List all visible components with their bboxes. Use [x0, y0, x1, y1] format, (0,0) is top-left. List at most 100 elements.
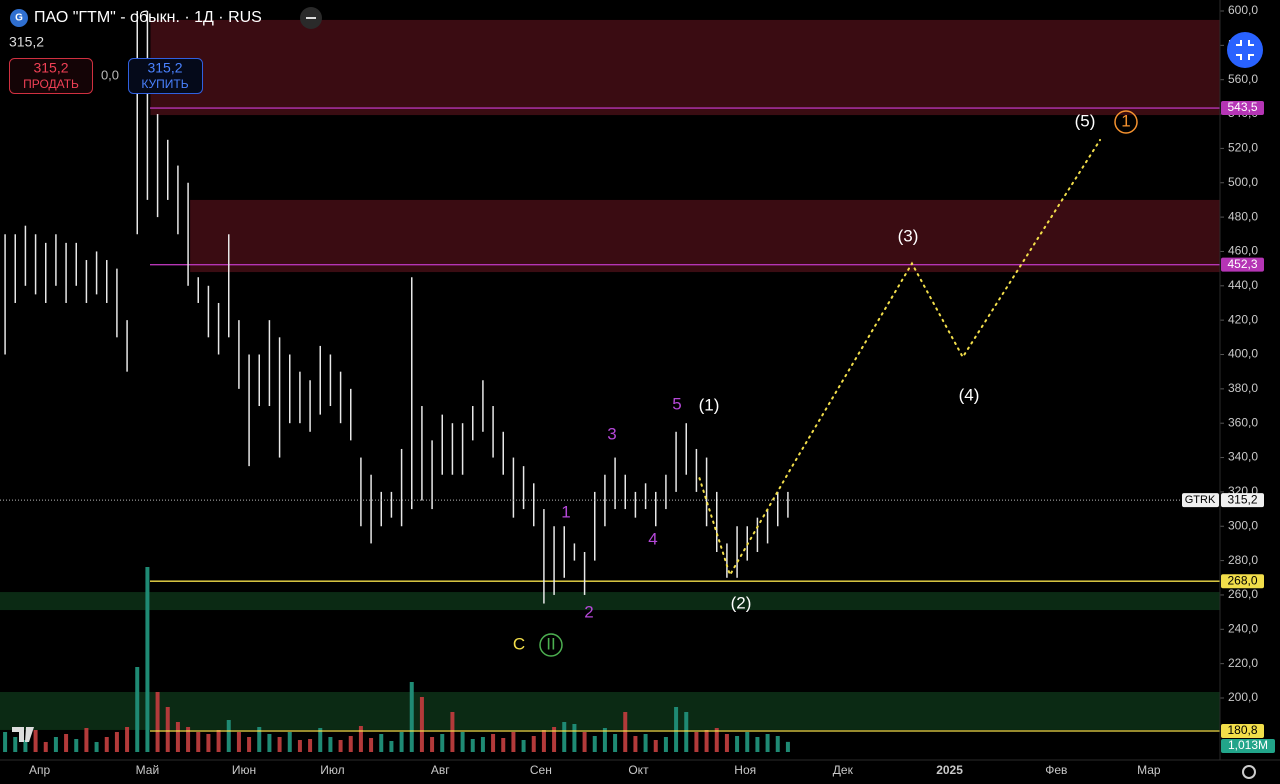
- volume-bar: [369, 738, 374, 752]
- volume-bar: [236, 732, 241, 752]
- volume-bar: [409, 682, 414, 752]
- x-tick-label: Дек: [833, 763, 854, 777]
- x-tick-label: Май: [136, 763, 160, 777]
- volume-bar: [694, 732, 699, 752]
- volume-bar: [552, 727, 557, 752]
- wave-label: (4): [959, 385, 980, 404]
- settings-icon[interactable]: [1242, 765, 1256, 779]
- volume-bar: [541, 730, 546, 752]
- y-tick-label: 480,0: [1228, 209, 1258, 223]
- volume-bar: [674, 707, 679, 752]
- fullscreen-button[interactable]: [1227, 32, 1263, 68]
- volume-bar: [267, 734, 272, 752]
- x-tick-label: Июн: [232, 763, 256, 777]
- volume-bar: [135, 667, 140, 752]
- y-tick-label: 600,0: [1228, 3, 1258, 17]
- volume-bar: [338, 740, 343, 752]
- volume-bar: [785, 741, 790, 752]
- volume-bar: [643, 734, 648, 752]
- buy-label: КУПИТЬ: [141, 77, 188, 91]
- wave-label: (3): [898, 226, 919, 245]
- volume-badge: [1221, 739, 1275, 753]
- volume-bar: [125, 727, 130, 752]
- volume-bar: [562, 722, 567, 752]
- zone: [150, 19, 1220, 116]
- price-badge-label: 268,0: [1227, 573, 1257, 587]
- wave-label: 5: [672, 394, 681, 413]
- volume-bar: [440, 734, 445, 752]
- projection-path: [698, 138, 1102, 578]
- ticker-label: GTRK: [1185, 494, 1216, 506]
- volume-bar: [23, 740, 28, 752]
- y-tick-label: 440,0: [1228, 278, 1258, 292]
- price-badge: [1221, 101, 1264, 116]
- price-badge-label: 452,3: [1227, 257, 1257, 271]
- volume-bar: [511, 732, 516, 752]
- price-badge: [1221, 574, 1264, 589]
- volume-bar: [623, 712, 628, 752]
- volume-bar: [114, 732, 119, 752]
- volume-bar: [602, 728, 607, 752]
- x-tick-label: Авг: [431, 763, 450, 777]
- y-tick-label: 220,0: [1228, 656, 1258, 670]
- wave-label: II: [546, 634, 555, 653]
- volume-bar: [297, 740, 302, 752]
- volume-badge-label: 1,013M: [1228, 738, 1268, 752]
- price-badge-label: 543,5: [1227, 100, 1257, 114]
- x-tick-label: Апр: [29, 763, 51, 777]
- volume-bar: [165, 707, 170, 752]
- volume-bar: [430, 737, 435, 752]
- sell-button[interactable]: [9, 58, 93, 94]
- volume-bar: [491, 734, 496, 752]
- x-tick-label: Окт: [628, 763, 649, 777]
- y-tick-label: 280,0: [1228, 553, 1258, 567]
- volume-bar: [287, 732, 292, 752]
- volume-bar: [714, 728, 719, 752]
- price-badge: [1221, 723, 1264, 738]
- volume-bar: [358, 726, 363, 752]
- y-tick-label: 520,0: [1228, 141, 1258, 155]
- x-tick-label: Ноя: [734, 763, 756, 777]
- volume-bar: [653, 740, 658, 752]
- volume-bar: [186, 727, 191, 752]
- logo-letter: G: [15, 13, 23, 24]
- price-badge: [1221, 257, 1264, 272]
- volume-bar: [419, 697, 424, 752]
- volume-bar: [480, 737, 485, 752]
- volume-bar: [613, 734, 618, 752]
- volume-bar: [348, 736, 353, 752]
- volume-bar: [531, 736, 536, 752]
- volume-bar: [84, 728, 89, 752]
- buy-button[interactable]: [128, 58, 203, 94]
- volume-bar: [765, 734, 770, 752]
- sell-price: 315,2: [33, 60, 68, 76]
- buy-price: 315,2: [147, 60, 182, 76]
- y-tick-label: 240,0: [1228, 621, 1258, 635]
- volume-bar: [175, 722, 180, 752]
- y-tick-label: 400,0: [1228, 347, 1258, 361]
- volume-bar: [216, 730, 221, 752]
- volume-bar: [74, 739, 79, 752]
- volume-bar: [155, 692, 160, 752]
- volume-bar: [745, 732, 750, 752]
- y-tick-label: 560,0: [1228, 72, 1258, 86]
- volume-bar: [592, 736, 597, 752]
- spread: 0,0: [101, 67, 119, 82]
- volume-bar: [460, 732, 465, 752]
- volume-bar: [470, 739, 475, 752]
- chart-title: ПАО "ГТМ" - обыкн. · 1Д · RUS: [34, 9, 262, 26]
- volume-bar: [64, 734, 69, 752]
- volume-bar: [94, 742, 99, 752]
- volume-bar: [206, 734, 211, 752]
- x-tick-label: Июл: [320, 763, 344, 777]
- volume-bar: [226, 720, 231, 752]
- wave-label: C: [513, 634, 525, 653]
- x-tick-label: Мар: [1137, 763, 1161, 777]
- volume-bar: [308, 739, 313, 752]
- ticker-badge: [1182, 493, 1219, 508]
- wave-label: 3: [607, 424, 616, 443]
- volume-bar: [663, 737, 668, 752]
- volume-bar: [33, 730, 38, 752]
